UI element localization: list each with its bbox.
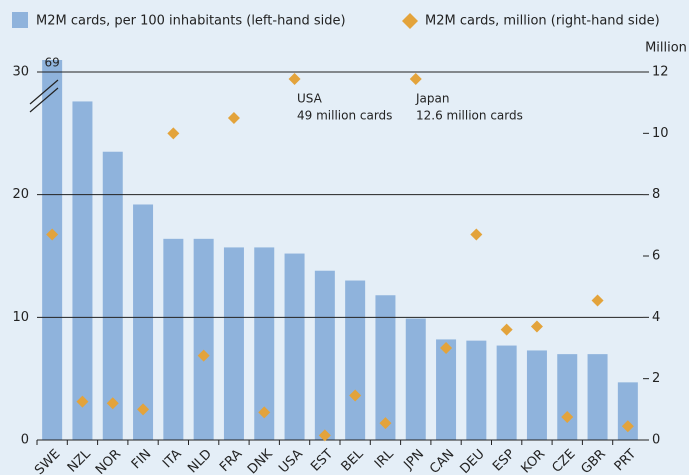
diamond-marker [440, 342, 453, 354]
plot-area [42, 60, 638, 441]
diamond-marker [500, 323, 513, 336]
bar [375, 295, 396, 440]
bar [436, 339, 457, 440]
y2-axis-label: Million [645, 41, 687, 56]
annotation: Japan [415, 92, 449, 106]
bar [42, 60, 63, 441]
diamond-marker [318, 429, 331, 442]
bar [102, 151, 123, 440]
diamond-marker [197, 349, 210, 362]
legend-swatch [12, 12, 28, 28]
legend-label: M2M cards, million (right-hand side) [425, 14, 660, 29]
diamond-marker [409, 73, 422, 85]
bar [345, 280, 366, 440]
y2-tick-label: 12 [652, 65, 669, 80]
legend-label: M2M cards, per 100 inhabitants (left-han… [36, 14, 346, 29]
y-tick-label: 30 [12, 65, 29, 80]
diamond-marker [561, 411, 574, 423]
bar [526, 350, 547, 440]
bar [133, 204, 154, 440]
diamond-marker [46, 228, 59, 241]
y2-tick-label: 8 [652, 187, 660, 202]
y-tick-label: 10 [12, 310, 29, 325]
axis-break [29, 79, 59, 105]
diamond-marker [106, 397, 119, 410]
diamond-marker [167, 127, 180, 140]
diamond-marker [349, 389, 362, 402]
diamond-marker [470, 228, 483, 241]
diamond-marker [530, 320, 543, 333]
bar [496, 345, 517, 440]
y2-tick-label: 2 [652, 371, 660, 386]
diamond-marker [379, 417, 392, 430]
diamond-marker [258, 406, 271, 419]
legend-swatch [402, 13, 418, 29]
data-label: 69 [45, 56, 60, 70]
diamond-marker [76, 395, 89, 408]
bar [193, 238, 214, 440]
y-tick-label: 0 [21, 433, 29, 448]
y2-tick-label: 4 [652, 310, 660, 325]
bar [314, 270, 335, 440]
y-tick-label: 20 [12, 187, 29, 202]
bar [284, 253, 305, 440]
y2-tick-label: 0 [652, 433, 660, 448]
diamond-marker [621, 420, 634, 433]
y2-tick-label: 6 [652, 249, 660, 264]
bar [405, 318, 426, 440]
annotation: 12.6 million cards [416, 109, 523, 123]
diamond-marker [137, 403, 150, 416]
diamond-marker [288, 73, 301, 85]
annotation: USA [297, 92, 323, 106]
bar [223, 247, 244, 440]
bar [254, 247, 275, 440]
bar [163, 238, 184, 440]
bar [466, 340, 487, 440]
diamond-marker [591, 294, 604, 307]
y2-tick-label: 10 [652, 126, 669, 141]
diamond-marker [227, 112, 240, 124]
annotation: 49 million cards [297, 109, 392, 123]
bar [557, 354, 578, 440]
bar [587, 354, 608, 440]
axis-break [29, 87, 59, 113]
bar [72, 101, 93, 440]
